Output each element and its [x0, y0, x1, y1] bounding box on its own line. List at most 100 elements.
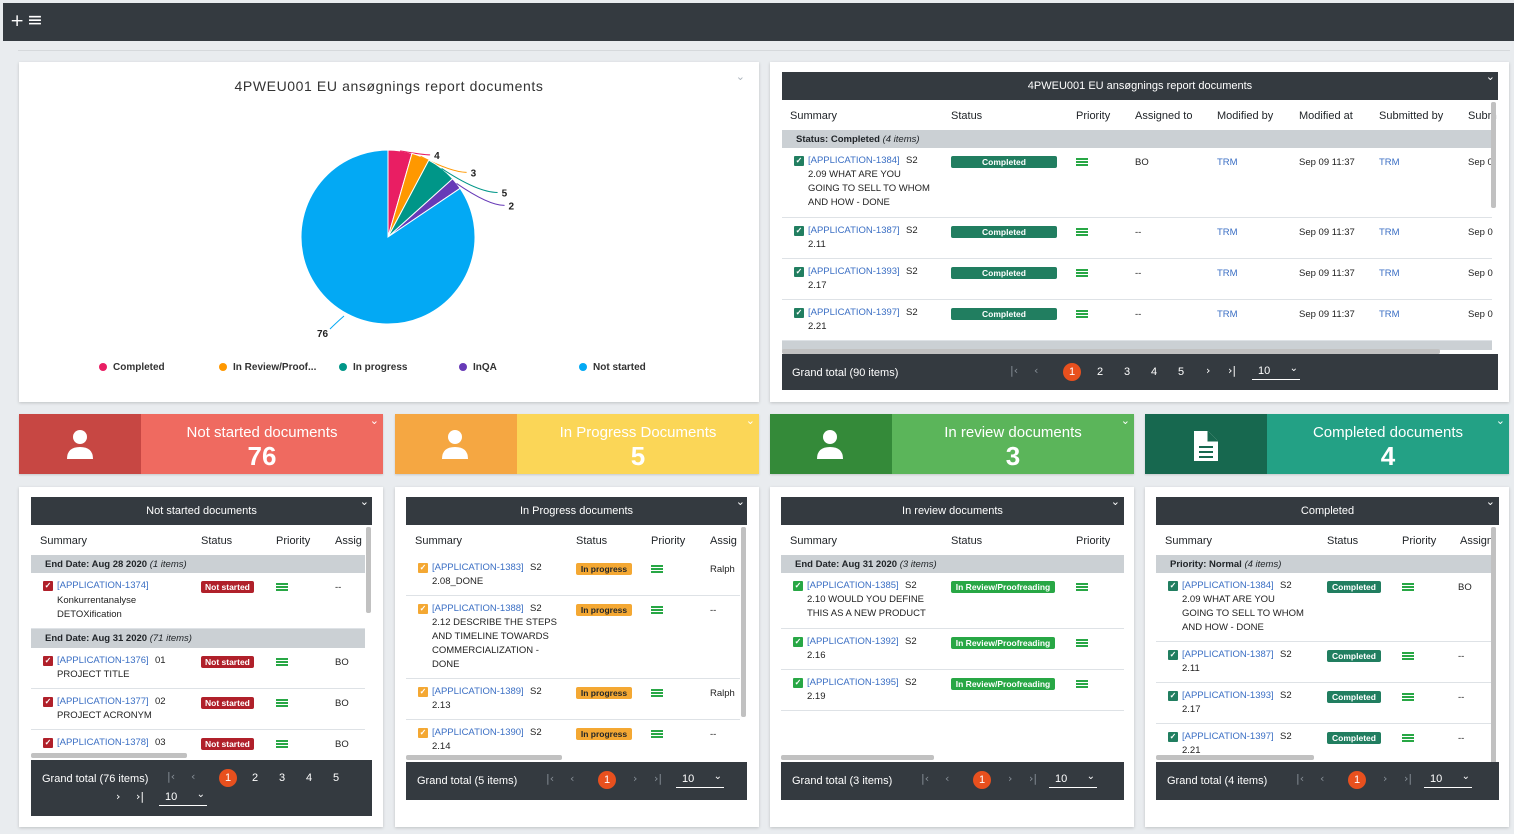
page-button[interactable]: 5 — [1178, 366, 1185, 378]
page-button[interactable]: 3 — [279, 772, 286, 784]
col-assigned[interactable]: Assig — [335, 535, 362, 547]
col-assigned[interactable]: Assigned to — [1135, 110, 1193, 122]
checkbox[interactable]: ✓ — [793, 678, 803, 688]
horizontal-scrollbar[interactable] — [781, 755, 934, 760]
col-assigned[interactable]: Assign — [1460, 535, 1492, 547]
col-summary[interactable]: Summary — [415, 535, 463, 547]
row-id[interactable]: [APPLICATION-1389] — [432, 686, 524, 697]
submitted-by-cell[interactable]: TRM — [1379, 227, 1400, 238]
prev-page-icon[interactable]: ‹ — [945, 772, 950, 785]
row-id[interactable]: [APPLICATION-1383] — [432, 562, 524, 573]
legend-item-not-started[interactable]: Not started — [579, 362, 646, 373]
page-button-active[interactable]: 1 — [598, 771, 616, 789]
checkbox[interactable]: ✓ — [418, 728, 428, 738]
col-submitted-at[interactable]: Subm — [1468, 110, 1497, 122]
row-id[interactable]: [APPLICATION-1378] — [57, 737, 149, 748]
legend-item-in-progress[interactable]: In progress — [339, 362, 407, 373]
checkbox[interactable]: ✓ — [418, 687, 428, 697]
horizontal-scrollbar[interactable] — [31, 753, 187, 758]
kpi-in-progress[interactable]: In Progress Documents 5 ⌄ — [395, 414, 759, 474]
table-row[interactable]: ✓ [APPLICATION-1389] S2 2.13 In progress… — [406, 679, 740, 720]
page-button[interactable]: 4 — [1151, 366, 1158, 378]
chevron-down-icon[interactable]: ⌄ — [369, 414, 379, 427]
row-id[interactable]: [APPLICATION-1395] — [807, 677, 899, 688]
last-page-icon[interactable]: ›| — [1228, 364, 1237, 377]
row-id[interactable]: [APPLICATION-1397] — [1182, 731, 1274, 742]
chevron-down-icon[interactable]: ⌄ — [1120, 414, 1130, 427]
modified-by-cell[interactable]: TRM — [1217, 227, 1238, 238]
kpi-in-review[interactable]: In review documents 3 ⌄ — [770, 414, 1134, 474]
checkbox[interactable]: ✓ — [793, 581, 803, 591]
col-status[interactable]: Status — [951, 535, 983, 547]
table-row[interactable]: ✓ [APPLICATION-1393] S2 2.17 Completed -… — [782, 259, 1493, 300]
page-size-select[interactable]: 10 ⌄ — [676, 771, 724, 788]
row-id[interactable]: [APPLICATION-1387] — [1182, 649, 1274, 660]
row-id[interactable]: [APPLICATION-1377] — [57, 696, 149, 707]
prev-page-icon[interactable]: ‹ — [191, 770, 196, 783]
page-size-select[interactable]: 10 ⌄ — [1424, 771, 1472, 788]
page-size-select[interactable]: 10 ⌄ — [1049, 771, 1097, 788]
checkbox[interactable]: ✓ — [794, 267, 804, 277]
page-button[interactable]: 4 — [306, 772, 313, 784]
last-page-icon[interactable]: ›| — [1404, 772, 1413, 785]
modified-by-cell[interactable]: TRM — [1217, 268, 1238, 279]
page-button-active[interactable]: 1 — [973, 771, 991, 789]
next-page-icon[interactable]: › — [633, 772, 638, 785]
table-row[interactable]: ✓ [APPLICATION-1377] 02 PROJECT ACRONYM … — [31, 689, 365, 730]
row-id[interactable]: [APPLICATION-1388] — [432, 603, 524, 614]
row-id[interactable]: [APPLICATION-1387] — [808, 225, 900, 236]
table-row[interactable]: ✓ [APPLICATION-1383] S2 2.08_DONE In pro… — [406, 555, 740, 596]
next-page-icon[interactable]: › — [1206, 364, 1211, 377]
page-button[interactable]: 5 — [333, 772, 340, 784]
table-row[interactable]: ✓ [APPLICATION-1392] S2 2.16 In Review/P… — [781, 629, 1124, 670]
row-id[interactable]: [APPLICATION-1392] — [807, 636, 899, 647]
col-status[interactable]: Status — [576, 535, 608, 547]
checkbox[interactable]: ✓ — [43, 581, 53, 591]
first-page-icon[interactable]: |‹ — [1010, 364, 1019, 377]
col-assigned[interactable]: Assig — [710, 535, 737, 547]
checkbox[interactable]: ✓ — [43, 697, 53, 707]
col-status[interactable]: Status — [951, 110, 983, 122]
modified-by-cell[interactable]: TRM — [1217, 309, 1238, 320]
checkbox[interactable]: ✓ — [1168, 691, 1178, 701]
row-id[interactable]: [APPLICATION-1385] — [807, 580, 899, 591]
next-page-icon[interactable]: › — [1383, 772, 1388, 785]
table-row[interactable]: ✓ [APPLICATION-1374] Konkurrentanalyse D… — [31, 573, 365, 629]
page-button[interactable]: 3 — [1124, 366, 1131, 378]
checkbox[interactable]: ✓ — [794, 156, 804, 166]
table-row[interactable]: ✓ [APPLICATION-1384] S2 2.09 WHAT ARE YO… — [782, 148, 1493, 218]
page-size-select[interactable]: 10 ⌄ — [1252, 363, 1300, 380]
menu-icon[interactable]: ≡ — [27, 9, 43, 31]
page-button-active[interactable]: 1 — [219, 769, 237, 787]
vertical-scrollbar[interactable] — [1491, 102, 1496, 208]
legend-item-completed[interactable]: Completed — [99, 362, 165, 373]
group-row[interactable]: End Date: Aug 31 2020 (3 items) — [781, 555, 1124, 573]
checkbox[interactable]: ✓ — [1168, 581, 1178, 591]
checkbox[interactable]: ✓ — [418, 604, 428, 614]
chevron-down-icon[interactable]: ⌄ — [359, 495, 369, 508]
table-row[interactable]: ✓ [APPLICATION-1387] S2 2.11 Completed -… — [1156, 642, 1492, 683]
row-id[interactable]: [APPLICATION-1390] — [432, 727, 524, 738]
table-row[interactable]: ✓ [APPLICATION-1393] S2 2.17 Completed -… — [1156, 683, 1492, 724]
row-id[interactable]: [APPLICATION-1397] — [808, 307, 900, 318]
table-row[interactable]: ✓ [APPLICATION-1387] S2 2.11 Completed -… — [782, 218, 1493, 259]
col-priority[interactable]: Priority — [276, 535, 311, 547]
table-row[interactable]: ✓ [APPLICATION-1384] S2 2.09 WHAT ARE YO… — [1156, 573, 1492, 642]
col-status[interactable]: Status — [201, 535, 233, 547]
table-row[interactable]: ✓ [APPLICATION-1397] S2 2.21 Completed -… — [1156, 724, 1492, 755]
horizontal-scrollbar[interactable] — [1156, 755, 1314, 760]
col-priority[interactable]: Priority — [1402, 535, 1437, 547]
table-row[interactable]: ✓ [APPLICATION-1395] S2 2.19 In Review/P… — [781, 670, 1124, 711]
submitted-by-cell[interactable]: TRM — [1379, 157, 1400, 168]
row-id[interactable]: [APPLICATION-1384] — [1182, 580, 1274, 591]
first-page-icon[interactable]: |‹ — [167, 770, 176, 783]
col-status[interactable]: Status — [1327, 535, 1359, 547]
row-id[interactable]: [APPLICATION-1374] — [57, 580, 149, 591]
row-id[interactable]: [APPLICATION-1376] — [57, 655, 149, 666]
col-summary[interactable]: Summary — [790, 535, 838, 547]
col-summary[interactable]: Summary — [790, 110, 838, 122]
horizontal-scrollbar[interactable] — [406, 755, 562, 760]
prev-page-icon[interactable]: ‹ — [1320, 772, 1325, 785]
col-priority[interactable]: Priority — [651, 535, 686, 547]
col-modified-by[interactable]: Modified by — [1217, 110, 1274, 122]
